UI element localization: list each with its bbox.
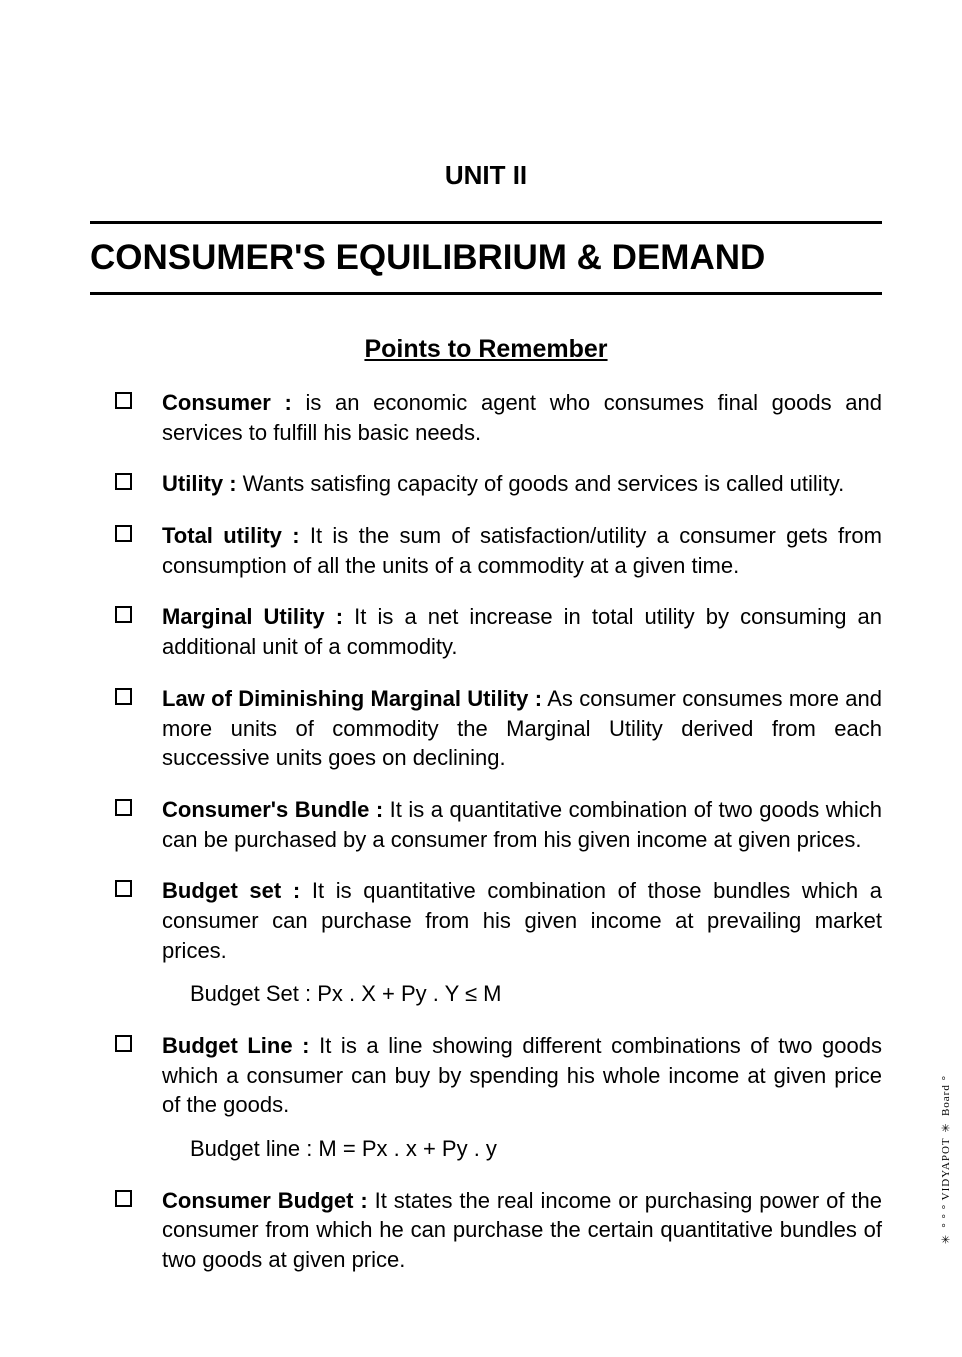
- square-bullet-icon: [115, 473, 132, 490]
- square-bullet-icon: [115, 392, 132, 409]
- point-text: Budget Line : It is a line showing diffe…: [162, 1031, 882, 1120]
- side-watermark: ✳ ° ° ° VIDYAPOT ✳ Board °: [939, 1075, 952, 1245]
- point-item: Consumer : is an economic agent who cons…: [115, 388, 882, 447]
- point-term: Marginal Utility :: [162, 604, 343, 629]
- point-item: Utility : Wants satisfing capacity of go…: [115, 469, 882, 499]
- title-block: CONSUMER'S EQUILIBRIUM & DEMAND: [90, 221, 882, 295]
- point-item: Law of Diminishing Marginal Utility : As…: [115, 684, 882, 773]
- point-text: Consumer Budget : It states the real inc…: [162, 1186, 882, 1275]
- point-text: Consumer's Bundle : It is a quantitative…: [162, 795, 882, 854]
- point-text: Law of Diminishing Marginal Utility : As…: [162, 684, 882, 773]
- point-item: Budget set : It is quantitative combinat…: [115, 876, 882, 965]
- point-formula: Budget Set : Px . X + Py . Y ≤ M: [190, 979, 882, 1009]
- square-bullet-icon: [115, 1190, 132, 1207]
- square-bullet-icon: [115, 880, 132, 897]
- point-item: Consumer Budget : It states the real inc…: [115, 1186, 882, 1275]
- point-text: Utility : Wants satisfing capacity of go…: [162, 469, 882, 499]
- point-term: Consumer Budget :: [162, 1188, 368, 1213]
- point-term: Total utility :: [162, 523, 300, 548]
- page-title: CONSUMER'S EQUILIBRIUM & DEMAND: [90, 238, 882, 278]
- point-term: Utility :: [162, 471, 237, 496]
- section-subtitle: Points to Remember: [90, 335, 882, 364]
- point-formula: Budget line : M = Px . x + Py . y: [190, 1134, 882, 1164]
- point-text: Total utility : It is the sum of satisfa…: [162, 521, 882, 580]
- point-text: Marginal Utility : It is a net increase …: [162, 602, 882, 661]
- point-text: Consumer : is an economic agent who cons…: [162, 388, 882, 447]
- point-term: Budget set :: [162, 878, 300, 903]
- point-term: Consumer :: [162, 390, 292, 415]
- square-bullet-icon: [115, 525, 132, 542]
- square-bullet-icon: [115, 1035, 132, 1052]
- document-page: UNIT II CONSUMER'S EQUILIBRIUM & DEMAND …: [0, 0, 962, 1357]
- points-list: Consumer : is an economic agent who cons…: [90, 388, 882, 1275]
- point-item: Consumer's Bundle : It is a quantitative…: [115, 795, 882, 854]
- point-item: Budget Line : It is a line showing diffe…: [115, 1031, 882, 1120]
- point-item: Marginal Utility : It is a net increase …: [115, 602, 882, 661]
- point-item: Total utility : It is the sum of satisfa…: [115, 521, 882, 580]
- unit-label: UNIT II: [90, 160, 882, 191]
- square-bullet-icon: [115, 799, 132, 816]
- point-term: Law of Diminishing Marginal Utility :: [162, 686, 542, 711]
- point-term: Budget Line :: [162, 1033, 310, 1058]
- point-text: Budget set : It is quantitative combinat…: [162, 876, 882, 965]
- point-term: Consumer's Bundle :: [162, 797, 383, 822]
- point-body: Wants satisfing capacity of goods and se…: [237, 471, 845, 496]
- square-bullet-icon: [115, 688, 132, 705]
- square-bullet-icon: [115, 606, 132, 623]
